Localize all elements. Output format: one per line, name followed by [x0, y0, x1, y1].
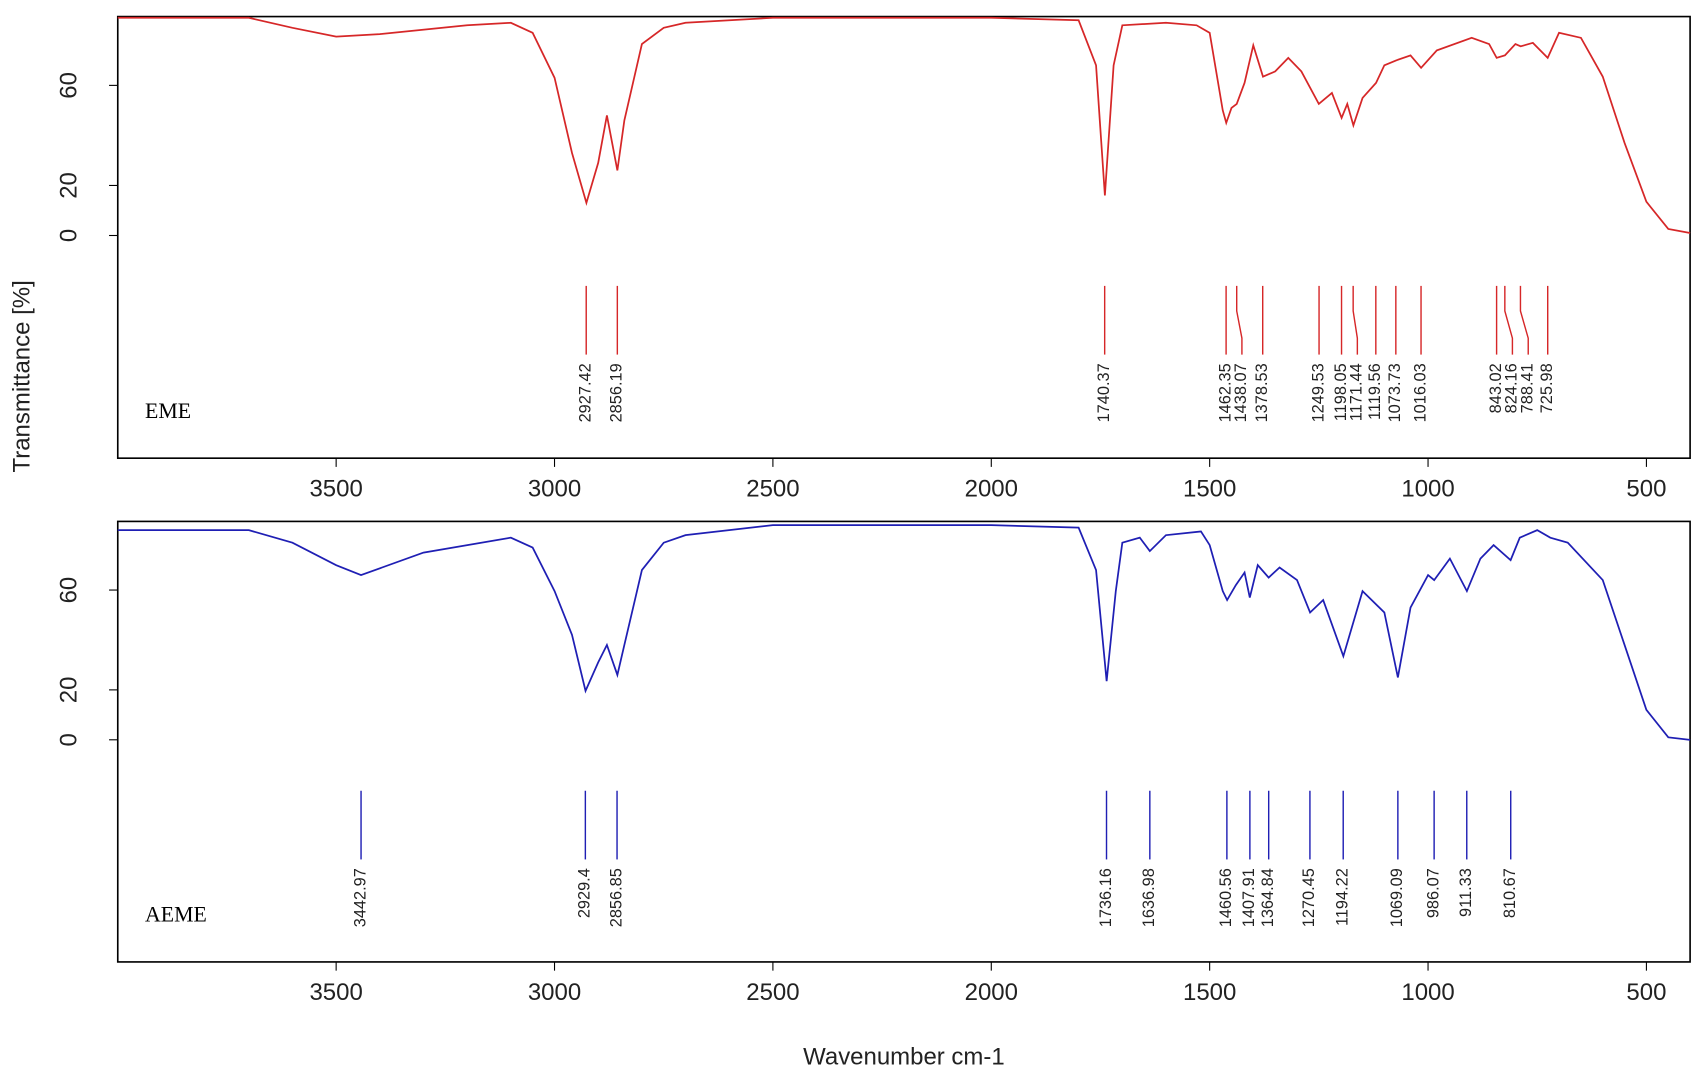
- y-axis-label: Transmittance [%]: [8, 280, 35, 472]
- peak-label: 1438.07: [1232, 363, 1250, 422]
- peak-label: 2856.19: [608, 363, 626, 422]
- spectrum-line: [117, 524, 1691, 741]
- peak-label: 1636.98: [1140, 868, 1158, 927]
- peak-label: 824.16: [1503, 363, 1521, 413]
- x-tick-label: 1500: [1183, 475, 1236, 502]
- plot-frame: [116, 520, 1691, 963]
- peak-label: 1119.56: [1366, 363, 1384, 420]
- peak-label: 986.07: [1424, 868, 1442, 918]
- y-tick-label: 20: [55, 172, 82, 199]
- peak-label: 1069.09: [1388, 868, 1406, 927]
- peak-marker: [1504, 285, 1514, 355]
- y-tick-label: 0: [55, 229, 82, 242]
- peak-label: 911.33: [1457, 868, 1475, 917]
- peak-label: 1016.03: [1411, 363, 1429, 422]
- peak-label: 725.98: [1538, 363, 1556, 413]
- peak-label: 1462.35: [1216, 363, 1234, 422]
- x-tick-label: 2500: [746, 979, 799, 1006]
- spectrum-label: AEME: [145, 903, 207, 927]
- peak-marker: [1519, 285, 1529, 355]
- peak-label: 1407.91: [1240, 868, 1258, 927]
- x-tick-label: 500: [1626, 979, 1666, 1006]
- peak-label: 1194.22: [1334, 868, 1352, 926]
- peak-label: 1460.56: [1217, 868, 1235, 927]
- peak-label: 1198.05: [1332, 363, 1350, 421]
- x-axis-label: Wavenumber cm-1: [803, 1043, 1005, 1070]
- plot-frame: [116, 15, 1691, 459]
- peak-label: 1736.16: [1097, 868, 1115, 927]
- peak-label: 810.67: [1501, 868, 1519, 918]
- peak-label: 788.41: [1519, 363, 1537, 413]
- x-tick-label: 3500: [309, 475, 362, 502]
- x-tick-label: 2500: [746, 475, 799, 502]
- x-tick-label: 3500: [309, 979, 362, 1006]
- x-tick-label: 3000: [528, 475, 581, 502]
- peak-marker: [1352, 285, 1359, 355]
- spectrum-label: EME: [145, 399, 191, 423]
- x-tick-label: 500: [1626, 475, 1666, 502]
- peak-label: 1270.45: [1300, 868, 1318, 927]
- peak-label: 843.02: [1487, 363, 1505, 413]
- y-tick-label: 0: [55, 733, 82, 746]
- x-tick-label: 1500: [1183, 979, 1236, 1006]
- peak-label: 1249.53: [1309, 363, 1327, 422]
- x-tick-label: 2000: [965, 475, 1018, 502]
- peak-label: 2927.42: [577, 363, 595, 422]
- y-tick-label: 60: [55, 72, 82, 99]
- x-tick-label: 1000: [1401, 979, 1454, 1006]
- peak-marker: [1236, 285, 1243, 355]
- peak-label: 3442.97: [351, 868, 369, 927]
- peak-label: 2929.4: [576, 868, 594, 918]
- x-tick-label: 1000: [1401, 475, 1454, 502]
- peak-label: 1740.37: [1095, 363, 1113, 422]
- peak-label: 1073.73: [1386, 363, 1404, 422]
- spectrum-line: [117, 16, 1691, 234]
- peak-label: 1378.53: [1253, 363, 1271, 422]
- x-tick-label: 2000: [965, 979, 1018, 1006]
- peak-label: 1364.84: [1259, 868, 1277, 927]
- x-tick-label: 3000: [528, 979, 581, 1006]
- y-tick-label: 60: [55, 577, 82, 604]
- peak-label: 1171.44: [1348, 363, 1366, 421]
- y-tick-label: 20: [55, 677, 82, 704]
- peak-label: 2856.85: [607, 868, 625, 927]
